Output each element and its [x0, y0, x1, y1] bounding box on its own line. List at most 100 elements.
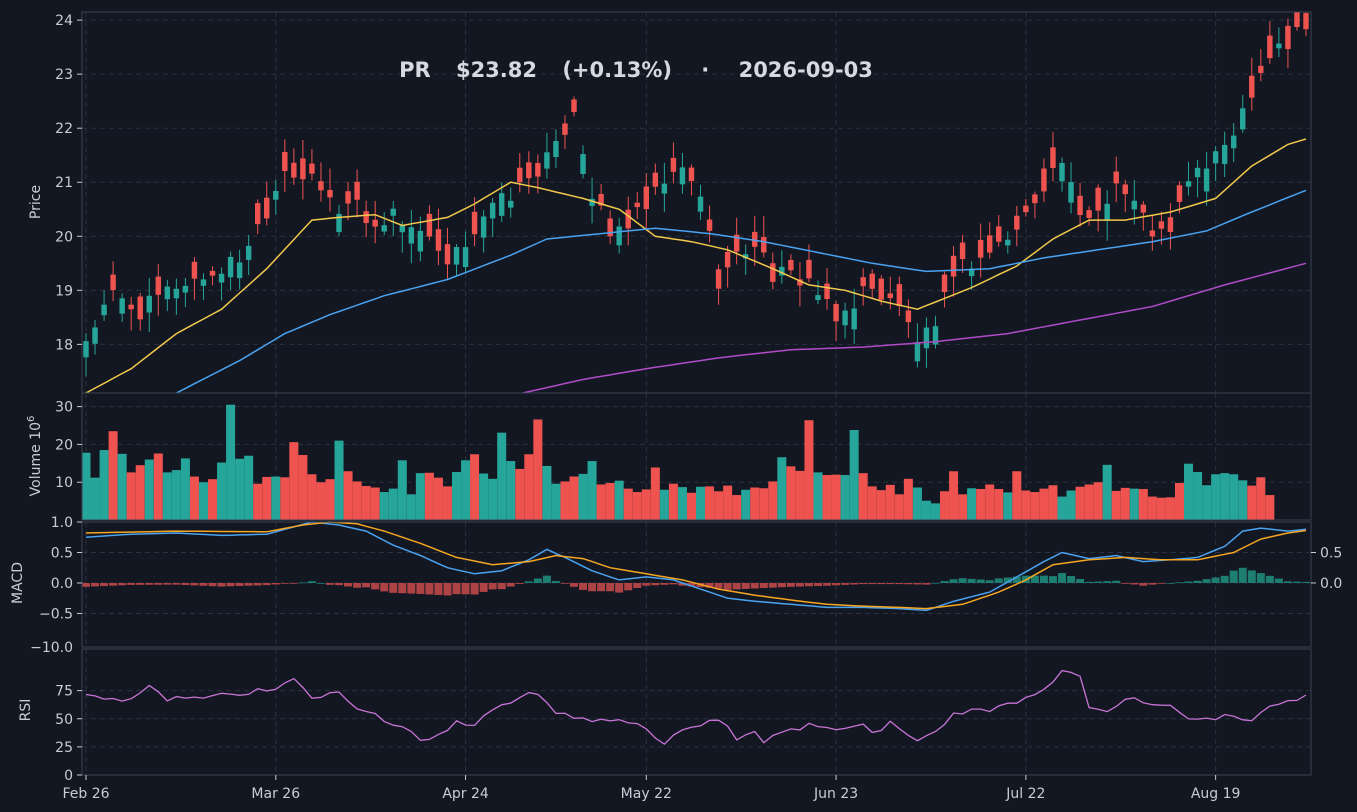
- candle-body: [1167, 217, 1174, 233]
- price-y-tick: 22: [55, 121, 73, 137]
- macd-histogram-bar: [1292, 581, 1301, 583]
- candle-body: [706, 219, 713, 231]
- volume-bar: [1174, 482, 1184, 520]
- volume-bar: [1256, 477, 1266, 520]
- volume-bar: [1138, 489, 1148, 520]
- volume-bar: [1102, 464, 1112, 520]
- volume-bar: [840, 475, 850, 520]
- candle-body: [724, 251, 731, 268]
- macd-histogram-bar: [389, 582, 398, 593]
- macd-histogram-bar: [642, 582, 651, 586]
- macd-histogram-bar: [434, 582, 443, 595]
- candle-body: [535, 163, 541, 177]
- candle-body: [869, 273, 875, 289]
- volume-bar: [1111, 490, 1121, 520]
- volume-bar: [1202, 485, 1212, 520]
- macd-histogram-bar: [570, 582, 578, 587]
- macd-histogram-bar: [1139, 582, 1148, 586]
- macd-histogram-bar: [795, 582, 804, 587]
- volume-bar: [524, 454, 534, 520]
- price-y-tick: 19: [55, 283, 73, 299]
- candle-body: [1122, 184, 1128, 195]
- candle-body: [173, 288, 180, 299]
- macd-histogram-bar: [976, 579, 985, 583]
- macd-histogram-bar: [452, 582, 461, 595]
- volume-bar: [1265, 495, 1275, 520]
- candle-body: [526, 162, 532, 179]
- candle-body: [661, 183, 668, 194]
- volume-bar: [488, 478, 498, 520]
- volume-bar: [208, 479, 218, 520]
- candle-body: [1140, 204, 1147, 213]
- macd-histogram-bar: [660, 582, 669, 585]
- volume-bar: [1012, 471, 1022, 520]
- volume-bar: [90, 477, 100, 520]
- candle-body: [345, 191, 351, 204]
- volume-bar: [325, 479, 335, 520]
- candle-body: [959, 242, 966, 260]
- macd-histogram-bar: [1175, 582, 1184, 584]
- volume-bar: [298, 454, 308, 520]
- candle-body: [697, 196, 704, 212]
- volume-bar: [1247, 485, 1257, 520]
- volume-bar: [641, 489, 651, 520]
- macd-histogram-bar: [1184, 581, 1193, 583]
- price-y-tick: 20: [55, 229, 73, 245]
- volume-bar: [759, 488, 769, 520]
- macd-histogram-bar: [262, 582, 271, 586]
- volume-bar: [551, 483, 561, 520]
- volume-bar: [506, 461, 516, 520]
- macd-histogram-bar: [832, 582, 841, 586]
- macd-histogram-bar: [750, 582, 759, 589]
- candle-body: [444, 244, 451, 265]
- candle-body: [453, 247, 460, 265]
- macd-line: [85, 521, 1307, 612]
- candle-body: [498, 193, 505, 216]
- volume-bar: [397, 460, 407, 520]
- macd-histogram-bar: [1193, 580, 1202, 583]
- volume-bar: [334, 440, 344, 520]
- volume-bar: [461, 460, 471, 520]
- volume-bar: [1156, 497, 1166, 520]
- candle-body: [1149, 230, 1156, 237]
- title-change: (+0.13%): [562, 58, 672, 82]
- overlap-tick-label: −10.0: [30, 640, 73, 656]
- macd-histogram-bar: [407, 582, 416, 594]
- candle-body: [218, 273, 225, 283]
- candle-body: [553, 141, 559, 158]
- volume-bar: [1093, 482, 1103, 520]
- volume-bar: [1084, 484, 1094, 520]
- macd-histogram-bar: [289, 582, 298, 584]
- volume-y-tick: 10: [55, 475, 73, 491]
- macd-histogram-bar: [823, 582, 832, 586]
- volume-bar: [632, 492, 642, 520]
- volume-bar: [705, 486, 715, 520]
- candle-body: [209, 270, 216, 276]
- volume-bar: [1066, 490, 1076, 520]
- macd-histogram-bar: [1211, 577, 1220, 583]
- macd-histogram-bar: [1130, 582, 1139, 585]
- volume-bar: [198, 482, 208, 520]
- macd-histogram-bar: [1229, 570, 1238, 583]
- candle-body: [1294, 12, 1300, 27]
- macd-histogram-bar: [841, 582, 850, 585]
- macd-histogram-bar: [326, 582, 334, 585]
- macd-histogram-bar: [560, 582, 569, 584]
- macd-histogram-bar: [768, 582, 777, 588]
- volume-bar: [1057, 496, 1067, 520]
- volume-bar: [885, 484, 895, 520]
- candle-body: [887, 293, 894, 299]
- macd-histogram-bar: [551, 581, 560, 583]
- volume-bar: [605, 482, 615, 520]
- candle-body: [254, 203, 261, 225]
- candle-body: [1249, 75, 1255, 98]
- volume-y-tick: 20: [55, 437, 73, 453]
- candle-body: [797, 279, 803, 286]
- candle-body: [1032, 194, 1038, 204]
- volume-bar: [723, 485, 733, 520]
- ma-mid-line: [174, 189, 1307, 393]
- volume-bar: [912, 487, 922, 520]
- candle-body: [770, 263, 776, 282]
- macd-histogram-bar: [280, 582, 289, 584]
- volume-bar: [985, 484, 995, 520]
